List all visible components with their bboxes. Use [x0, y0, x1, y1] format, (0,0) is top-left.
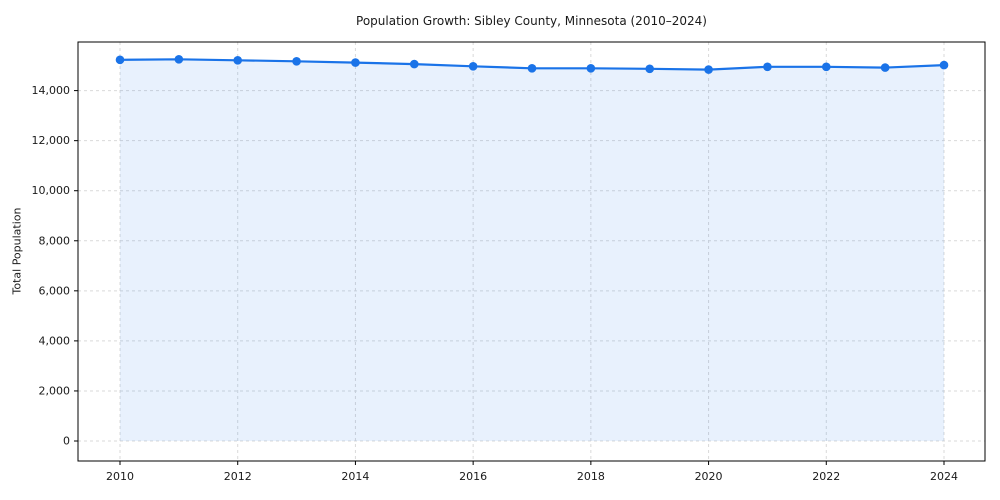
- x-tick-label: 2010: [106, 470, 134, 483]
- y-tick-label: 4,000: [39, 334, 71, 347]
- plot-border: [77, 41, 986, 462]
- population-area: [120, 59, 944, 442]
- x-tick-label: 2024: [930, 470, 958, 483]
- data-point: [527, 64, 537, 73]
- data-point: [939, 60, 949, 70]
- x-tick-label: 2016: [459, 470, 487, 483]
- data-point: [174, 55, 184, 64]
- x-tick-label: 2012: [224, 470, 252, 483]
- y-tick-label: 14,000: [32, 84, 71, 97]
- data-point: [409, 59, 419, 69]
- data-point: [468, 62, 478, 71]
- data-point: [821, 62, 831, 72]
- data-point: [763, 62, 772, 72]
- data-point: [880, 63, 890, 72]
- x-tick-label: 2018: [577, 470, 605, 483]
- data-point: [704, 65, 713, 74]
- data-point: [645, 64, 655, 74]
- y-tick-label: 6,000: [39, 284, 71, 297]
- x-tick-label: 2014: [341, 470, 369, 483]
- y-tick-label: 8,000: [39, 234, 71, 247]
- x-tick-label: 2022: [812, 470, 840, 483]
- data-point: [292, 57, 301, 66]
- y-tick-label: 10,000: [32, 184, 71, 197]
- data-point: [233, 56, 243, 65]
- data-point: [115, 55, 125, 65]
- data-point: [586, 64, 596, 73]
- y-tick-label: 0: [63, 435, 70, 448]
- y-tick-label: 12,000: [32, 134, 71, 147]
- y-tick-label: 2,000: [39, 384, 71, 397]
- x-tick-label: 2020: [695, 470, 723, 483]
- data-point: [351, 58, 360, 67]
- chart-title: Population Growth: Sibley County, Minnes…: [356, 14, 707, 28]
